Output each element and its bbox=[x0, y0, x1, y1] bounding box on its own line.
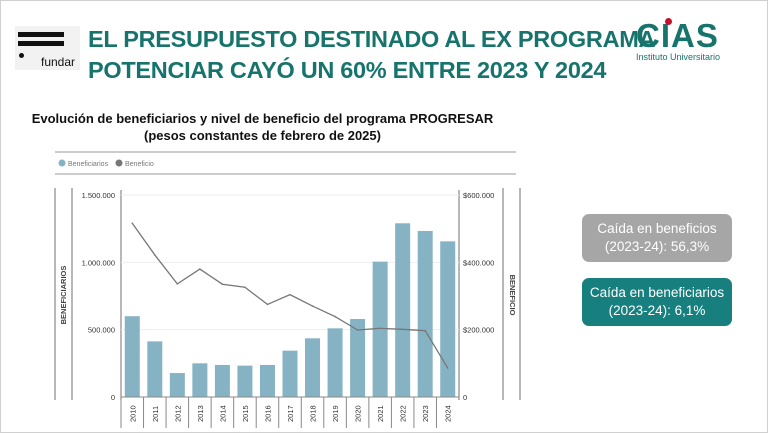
title-line-2: POTENCIAR CAYÓ UN 60% ENTRE 2023 Y 2024 bbox=[88, 57, 607, 83]
kpi-label: Caída en beneficiarios bbox=[589, 285, 725, 300]
point-beneficio-2017 bbox=[289, 293, 291, 296]
cias-logo: CIAS Instituto Universitario bbox=[636, 17, 736, 63]
y2-tick-label: 0 bbox=[463, 393, 467, 402]
x-tick-label: 2017 bbox=[286, 405, 295, 422]
y-tick-label: 1.000.000 bbox=[82, 258, 115, 267]
bar-2023 bbox=[417, 230, 433, 397]
point-beneficio-2021 bbox=[379, 327, 381, 330]
kpi-benefit-drop: Caída en beneficios (2023-24): 56,3% bbox=[582, 214, 732, 262]
bar-2021 bbox=[372, 261, 388, 397]
x-tick-label: 2015 bbox=[241, 405, 250, 422]
point-beneficio-2014 bbox=[221, 283, 224, 286]
point-beneficio-2013 bbox=[199, 268, 201, 270]
bar-2011 bbox=[147, 341, 163, 397]
bar-2024 bbox=[440, 241, 456, 397]
point-beneficio-2010 bbox=[131, 222, 134, 225]
kpi-beneficiaries-drop: Caída en beneficiarios (2023-24): 6,1% bbox=[582, 278, 732, 326]
point-beneficio-2011 bbox=[154, 254, 156, 256]
legend-swatch-beneficio bbox=[115, 159, 123, 167]
fundar-logo: fundar bbox=[15, 26, 80, 70]
x-tick-label: 2024 bbox=[444, 405, 453, 422]
bar-2012 bbox=[169, 373, 185, 397]
bar-2016 bbox=[259, 364, 275, 397]
x-tick-label: 2016 bbox=[263, 405, 272, 422]
chart-subtitle: (pesos constantes de febrero de 2025) bbox=[144, 128, 381, 143]
legend-label-beneficiarios: Beneficiarios bbox=[68, 161, 109, 168]
bar-2015 bbox=[237, 365, 253, 397]
y2-tick-label: $200.000 bbox=[463, 326, 494, 335]
bar-2018 bbox=[305, 338, 321, 397]
point-beneficio-2024 bbox=[446, 367, 449, 369]
slide-title: EL PRESUPUESTO DESTINADO AL EX PROGRAMA … bbox=[88, 24, 655, 86]
x-tick-label: 2020 bbox=[354, 405, 363, 422]
y-axis-title: BENEFICIARIOS bbox=[59, 266, 68, 325]
chart-title: Evolución de beneficiarios y nivel de be… bbox=[31, 111, 494, 126]
x-tick-label: 2023 bbox=[421, 405, 430, 422]
cias-logo-subtitle: Instituto Universitario bbox=[636, 52, 721, 62]
kpi-value: (2023-24): 56,3% bbox=[604, 239, 710, 254]
fundar-logo-text: fundar bbox=[41, 55, 76, 69]
bar-2022 bbox=[395, 223, 411, 397]
x-tick-label: 2018 bbox=[309, 405, 318, 422]
bar-2020 bbox=[350, 319, 366, 397]
y2-axis-title: BENEFICIO bbox=[508, 275, 517, 316]
bar-2014 bbox=[214, 364, 230, 397]
bar-2017 bbox=[282, 350, 298, 397]
x-tick-label: 2012 bbox=[173, 405, 182, 422]
y-tick-label: 500.000 bbox=[88, 326, 115, 335]
legend-swatch-beneficiarios bbox=[58, 159, 66, 167]
bar-2019 bbox=[327, 328, 343, 397]
point-beneficio-2023 bbox=[424, 329, 427, 332]
y2-tick-label: $400.000 bbox=[463, 258, 494, 267]
x-tick-label: 2022 bbox=[399, 405, 408, 422]
x-tick-label: 2010 bbox=[128, 405, 137, 422]
x-tick-label: 2014 bbox=[218, 405, 227, 422]
point-beneficio-2022 bbox=[401, 328, 404, 331]
point-beneficio-2020 bbox=[356, 329, 359, 331]
y-tick-label: 0 bbox=[111, 393, 115, 402]
kpi-label: Caída en beneficios bbox=[597, 221, 717, 236]
cias-logo-text: CIAS bbox=[636, 17, 719, 54]
y-tick-label: 1.500.000 bbox=[82, 191, 115, 200]
kpi-value: (2023-24): 6,1% bbox=[608, 303, 706, 318]
legend-label-beneficio: Beneficio bbox=[125, 161, 154, 168]
point-beneficio-2015 bbox=[244, 286, 246, 289]
x-tick-label: 2013 bbox=[196, 405, 205, 422]
x-tick-label: 2019 bbox=[331, 405, 340, 422]
bar-2010 bbox=[124, 316, 140, 397]
point-beneficio-2012 bbox=[176, 283, 179, 285]
x-tick-label: 2021 bbox=[376, 405, 385, 422]
y2-tick-label: $600.000 bbox=[463, 191, 494, 200]
point-beneficio-2019 bbox=[334, 315, 336, 318]
x-tick-label: 2011 bbox=[151, 406, 160, 422]
bar-2013 bbox=[192, 363, 208, 397]
point-beneficio-2018 bbox=[311, 305, 314, 307]
title-line-1: EL PRESUPUESTO DESTINADO AL EX PROGRAMA bbox=[88, 26, 656, 52]
point-beneficio-2016 bbox=[266, 303, 269, 306]
